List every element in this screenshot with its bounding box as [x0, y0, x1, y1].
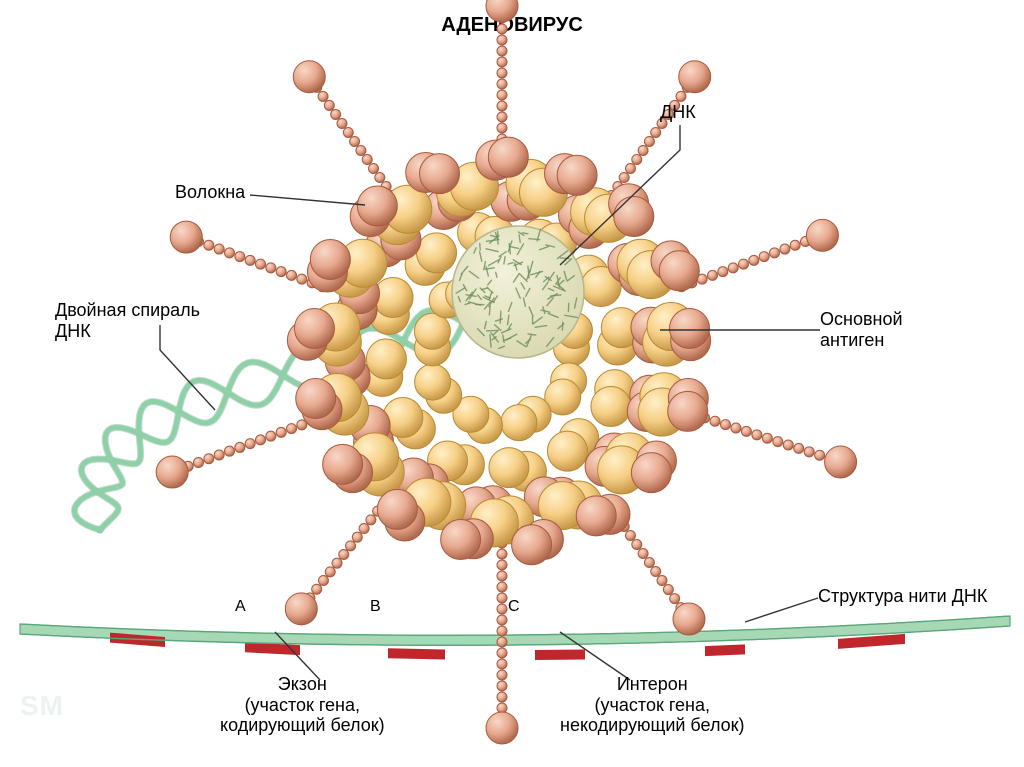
label-exon: Экзон (участок гена, кодирующий белок) [220, 674, 385, 736]
label-intron-sub: (участок гена, некодирующий белок) [560, 695, 745, 736]
label-intron: Интерон (участок гена, некодирующий бело… [560, 674, 745, 736]
label-tag-b: B [370, 598, 381, 616]
diagram-stage: { "title": "АДЕНОВИРУС", "title_fontsize… [0, 0, 1024, 767]
label-dna: ДНК [660, 102, 696, 123]
label-exon-sub: (участок гена, кодирующий белок) [220, 695, 385, 736]
watermark-text: SM [20, 690, 64, 722]
label-tag-a: A [235, 598, 246, 616]
label-dna-structure: Структура нити ДНК [818, 586, 987, 607]
label-main-antigen: Основной антиген [820, 309, 903, 350]
diagram-svg [0, 0, 1024, 767]
label-intron-title: Интерон [560, 674, 745, 695]
label-tag-c: C [508, 598, 520, 616]
label-exon-title: Экзон [220, 674, 385, 695]
label-double-helix: Двойная спираль ДНК [55, 300, 200, 341]
label-fibers: Волокна [175, 182, 245, 203]
